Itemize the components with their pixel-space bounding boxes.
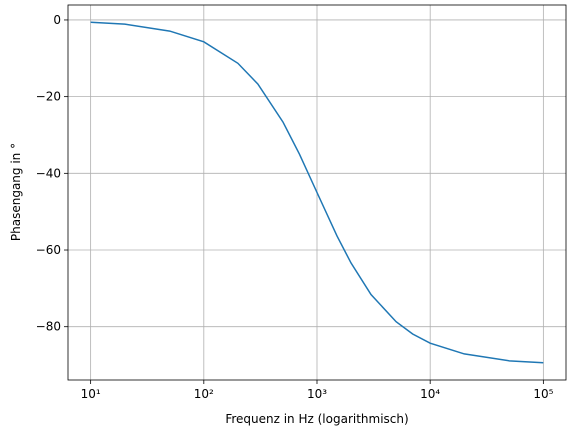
x-tick-label: 10⁵ xyxy=(533,387,553,401)
y-axis-label: Phasengang in ° xyxy=(9,143,23,241)
x-tick-label: 10² xyxy=(194,387,214,401)
y-tick-label: 0 xyxy=(53,13,61,27)
y-tick-label: −40 xyxy=(36,166,61,180)
x-tick-label: 10¹ xyxy=(81,387,101,401)
x-tick-label: 10³ xyxy=(307,387,327,401)
plot-frame xyxy=(67,4,567,381)
y-tick-label: −80 xyxy=(36,320,61,334)
line xyxy=(90,21,544,364)
x-axis-label: Frequenz in Hz (logarithmisch) xyxy=(225,412,408,426)
y-tick-label: −20 xyxy=(36,90,61,104)
y-tick-label: −60 xyxy=(36,243,61,257)
x-tick-label: 10⁴ xyxy=(420,387,440,401)
